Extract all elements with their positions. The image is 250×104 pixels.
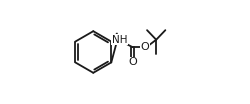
Text: O: O bbox=[140, 42, 149, 52]
Text: O: O bbox=[128, 57, 137, 67]
Text: NH: NH bbox=[112, 35, 127, 45]
